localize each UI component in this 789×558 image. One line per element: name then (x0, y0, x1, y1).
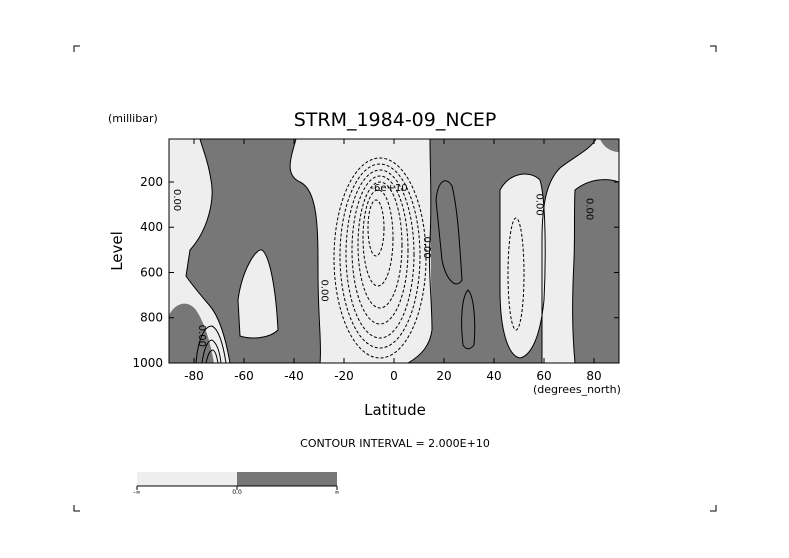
plot-area: 0.00 0.00 0.00 -6e+10 0.00 0.00 0.00 (168, 138, 620, 364)
x-tick-label: 20 (436, 369, 451, 383)
negative-contour-3 (345, 169, 415, 339)
x-tick-label: 40 (486, 369, 501, 383)
light-pocket-east (500, 174, 546, 358)
x-units-label: (degrees_north) (533, 383, 621, 396)
zero-contour-5 (572, 179, 619, 363)
crop-marks (73, 45, 717, 512)
light-pocket-west (238, 249, 278, 338)
colorbar-positive (237, 472, 337, 486)
positive-region-northeast (600, 139, 619, 152)
x-tick-label: -60 (234, 369, 254, 383)
negative-contour-4 (351, 175, 409, 325)
contour-interval-text: CONTOUR INTERVAL = 2.000E+10 (300, 437, 490, 450)
y-tick-label: 600 (140, 265, 163, 279)
light-pockets (238, 151, 546, 361)
colorbar-labels: -∞ 0.0 ∞ (133, 489, 339, 496)
y-tick-label: 400 (140, 220, 163, 234)
colorbar-tick-label: -∞ (133, 489, 140, 496)
positive-contour-south-3 (205, 349, 219, 363)
zero-contour-3 (407, 139, 433, 363)
positive-contour-lat20-outer (435, 180, 463, 285)
x-tick-label: -40 (284, 369, 304, 383)
x-axis-label: Latitude (364, 401, 426, 419)
positive-contour-south (195, 325, 227, 363)
positive-contour-lat20 (461, 289, 476, 350)
colorbar-tick-label: ∞ (335, 489, 340, 496)
positive-region-southwest (169, 303, 214, 363)
x-tick-label: 60 (536, 369, 551, 383)
x-tick-label: 80 (586, 369, 601, 383)
x-tick-label: -20 (334, 369, 354, 383)
negative-contour-5 (357, 181, 403, 309)
light-pocket-equator (330, 151, 432, 361)
x-tick-label: -80 (184, 369, 204, 383)
negative-contour-east (507, 217, 525, 331)
negative-contour-2 (339, 163, 421, 349)
contour-label: 0.00 (171, 189, 182, 211)
colorbar-tick-label: 0.0 (232, 489, 242, 496)
contour-label: 0.00 (319, 279, 330, 301)
contour-label: 0.00 (196, 325, 207, 347)
x-tick-label: 0 (390, 369, 398, 383)
negative-contour-7 (367, 199, 385, 257)
y-tick-label: 200 (140, 175, 163, 189)
contour-lines (185, 139, 619, 363)
positive-region-east (572, 179, 619, 363)
y-axis-label: Level (108, 231, 126, 271)
zero-contour-4 (541, 139, 597, 363)
zero-contour-1 (185, 139, 231, 363)
contour-label: 0.00 (534, 193, 545, 215)
contour-label: -6e+10 (370, 183, 407, 194)
contour-label: 0.00 (584, 198, 595, 220)
y-tick-label: 1000 (132, 356, 163, 370)
colorbar-negative (137, 472, 237, 486)
x-axis-ticks: -80 -60 -40 -20 0 20 40 60 80 (184, 139, 602, 383)
colorbar: -∞ 0.0 ∞ (133, 472, 340, 496)
chart-title: STRM_1984-09_NCEP (294, 109, 497, 131)
y-units-label: (millibar) (108, 112, 158, 125)
negative-contour-1 (333, 157, 427, 359)
zero-contour-2 (289, 139, 322, 363)
negative-contours (333, 157, 525, 359)
contour-labels: 0.00 0.00 0.00 -6e+10 0.00 0.00 0.00 (171, 183, 595, 347)
y-axis-ticks: 200 400 600 800 1000 (132, 175, 619, 370)
negative-contour-6 (362, 189, 394, 287)
y-tick-label: 800 (140, 311, 163, 325)
contour-label: 0.00 (421, 236, 432, 258)
zero-contour-7 (499, 173, 546, 359)
positive-region-west (186, 139, 321, 363)
positive-contour-south-2 (201, 339, 222, 363)
zero-contour-6 (237, 249, 279, 339)
